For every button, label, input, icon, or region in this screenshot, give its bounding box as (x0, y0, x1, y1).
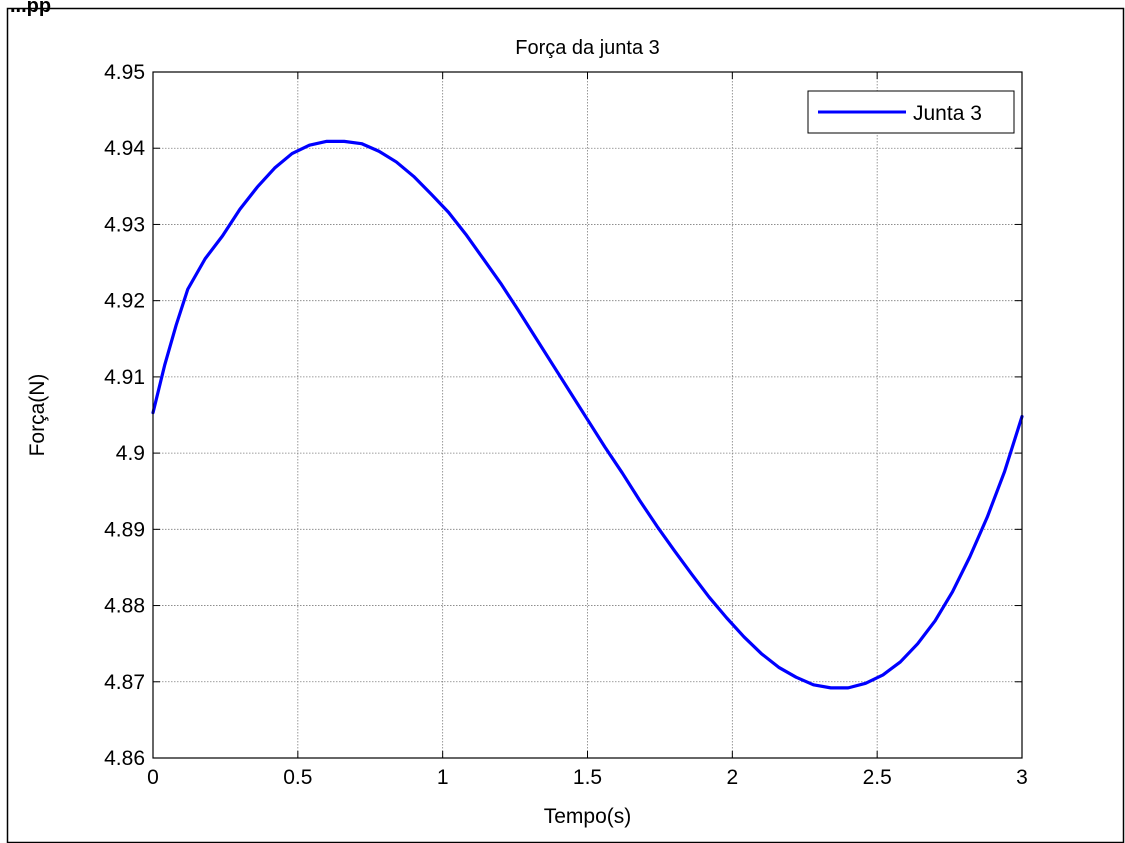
y-tick-label: 4.92 (104, 290, 145, 313)
y-tick-label: 4.88 (104, 595, 145, 618)
x-tick-label: 0 (147, 766, 159, 789)
axes-box (152, 71, 1023, 759)
series-layer (151, 139, 1024, 690)
x-tick-label: 0.5 (283, 766, 312, 789)
y-tick-label: 4.95 (104, 61, 145, 84)
y-axis-label: Força(N) (26, 374, 49, 457)
y-tick-label: 4.94 (104, 137, 145, 160)
x-tick-label: 2 (726, 766, 738, 789)
y-tick-label: 4.91 (104, 366, 145, 389)
legend: Junta 3 (807, 90, 1015, 134)
x-tick-labels: 0 0.5 1 1.5 2 2.5 3 (147, 766, 1028, 789)
y-tick-label: 4.87 (104, 671, 145, 694)
x-tick-label: 1 (437, 766, 449, 789)
y-tick-label: 4.93 (104, 213, 145, 236)
legend-label-junta-3: Junta 3 (913, 102, 982, 125)
x-tick-label: 2.5 (863, 766, 892, 789)
chart-title: Força da junta 3 (515, 37, 660, 59)
y-tick-label: 4.89 (104, 518, 145, 541)
grid-lines (153, 72, 1022, 758)
series-line-junta-3 (151, 139, 1024, 690)
y-tick-label: 4.86 (104, 747, 145, 770)
x-tick-label: 1.5 (573, 766, 602, 789)
x-tick-label: 3 (1016, 766, 1028, 789)
y-tick-labels: 4.86 4.87 4.88 4.89 4.9 4.91 4.92 4.93 4.94 4.95 (104, 61, 145, 770)
y-tick-label: 4.9 (116, 442, 145, 465)
x-axis-label: Tempo(s) (544, 805, 632, 828)
